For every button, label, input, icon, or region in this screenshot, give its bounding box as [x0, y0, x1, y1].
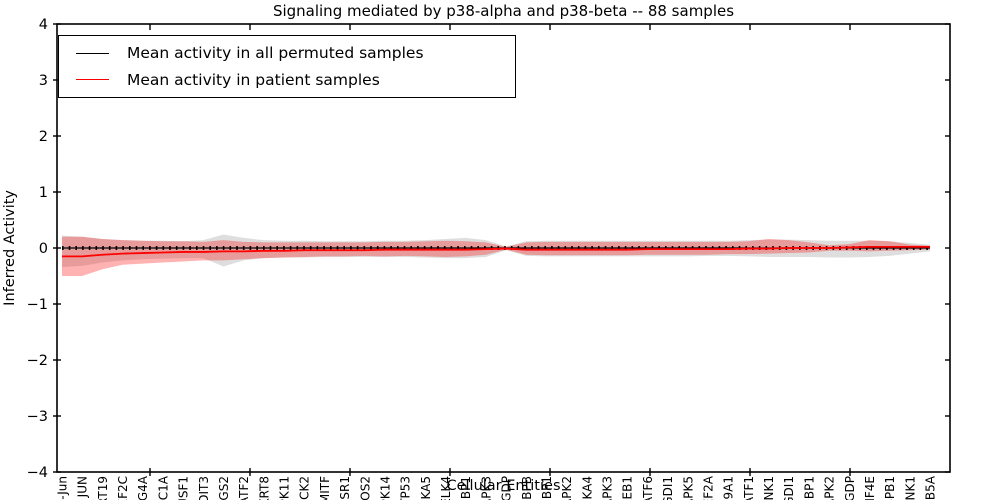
- x-category-label: ATF1: [742, 476, 756, 500]
- x-category-label: CEBPB: [520, 476, 534, 500]
- legend-item-permuted: Mean activity in all permuted samples: [59, 44, 515, 62]
- x-category-label: MAPK11: [278, 476, 292, 500]
- x-category-label: KRT8: [257, 476, 271, 500]
- y-tick-label: 2: [39, 129, 48, 145]
- y-tick-label: 4: [39, 17, 48, 33]
- permuted-line-swatch: [76, 52, 109, 54]
- x-category-label: mol:GDP: [500, 476, 514, 500]
- x-category-label: RPS6KA4: [580, 476, 594, 500]
- y-tick-label: 1: [39, 185, 48, 201]
- x-category-label: HBP1: [802, 476, 816, 500]
- x-category-label: p38alpha-beta/CK2: [298, 476, 312, 500]
- x-category-label: RPS6KA5: [419, 476, 433, 500]
- x-category-label: RAB5/GDP: [843, 476, 857, 500]
- x-category-label: MAPKAPK2: [823, 476, 837, 500]
- legend-item-patient: Mean activity in patient samples: [59, 71, 515, 89]
- x-category-label: PTGS2: [217, 476, 231, 500]
- x-category-label: JUN: [76, 476, 90, 498]
- patient-mean-line: [62, 245, 930, 258]
- x-category-label: ATF2/c-Jun: [56, 476, 70, 500]
- x-axis-label: Cellular Entities: [446, 478, 561, 494]
- x-category-label: NOS2: [358, 476, 372, 500]
- x-category-label: MAPK14: [378, 476, 392, 500]
- x-category-label: p38alpha-beta/MNK1: [762, 476, 776, 500]
- x-category-label: MAPKAPK3: [601, 476, 615, 500]
- x-category-label: HSPB1: [883, 476, 897, 500]
- x-category-label: KRT19: [96, 476, 110, 500]
- x-category-label: ESR1: [338, 476, 352, 500]
- x-category-label: ELK4: [439, 476, 453, 500]
- x-category-label: MAPKAPK5: [681, 476, 695, 500]
- x-category-label: RAB5/GDP/GDI1: [782, 476, 796, 500]
- x-category-label: EIF4E: [863, 476, 877, 500]
- x-category-label: p38alpha-beta/HBP1: [540, 476, 554, 500]
- x-category-label: p38alpha-beta/MAPKAPK2: [560, 476, 574, 500]
- y-tick-label: −2: [27, 353, 48, 369]
- y-tick-label: −4: [27, 465, 48, 481]
- y-axis-label: Inferred Activity: [2, 190, 18, 306]
- x-category-label: DDIT3: [197, 476, 211, 500]
- x-category-label: PPARGC1A: [156, 475, 170, 500]
- x-category-label: USF1: [177, 476, 191, 500]
- x-category-label: MKNK1: [903, 476, 917, 500]
- x-category-label: TP53: [399, 476, 413, 500]
- y-tick-label: −1: [27, 297, 48, 313]
- x-category-label: ATF2: [237, 476, 251, 500]
- legend: Mean activity in all permuted samples Me…: [58, 35, 516, 98]
- chart-title: Signaling mediated by p38-alpha and p38-…: [272, 2, 735, 20]
- y-axis-label-wrap: Inferred Activity: [2, 24, 18, 472]
- patient-line-swatch: [76, 79, 109, 81]
- legend-label-permuted: Mean activity in all permuted samples: [127, 44, 424, 63]
- x-category-label: GDI1: [661, 476, 675, 500]
- x-category-label: ATF6: [641, 476, 655, 500]
- y-tick-label: 3: [39, 73, 48, 89]
- x-category-label: PLA2G4A: [136, 475, 150, 500]
- x-category-label: SLC9A1: [722, 476, 736, 500]
- y-tick-label: −3: [27, 409, 48, 425]
- legend-label-patient: Mean activity in patient samples: [127, 70, 380, 89]
- x-category-label: MITF: [318, 476, 332, 500]
- x-category-label: EIF4EBP1: [459, 476, 473, 500]
- x-category-label: p38alpha-beta/MAPKAPK3: [479, 476, 493, 500]
- x-category-label: CREB1: [621, 476, 635, 500]
- x-category-label: MEF2A: [701, 475, 715, 500]
- y-tick-label: 0: [39, 241, 48, 257]
- x-category-label: RAB5A: [924, 475, 938, 500]
- x-category-label: MEF2C: [116, 476, 130, 500]
- permuted-band: [62, 234, 930, 268]
